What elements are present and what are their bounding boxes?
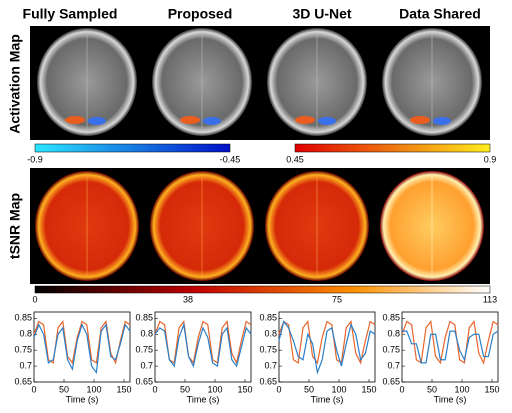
y-tick-label: 0.75 — [14, 345, 32, 355]
row-label: Activation Map — [7, 34, 23, 134]
column-title: Proposed — [168, 6, 233, 22]
series-line — [278, 320, 376, 375]
y-tick-label: 0.7 — [387, 360, 400, 370]
x-tick-label: 100 — [331, 384, 346, 394]
colorbar-label: 0.45 — [286, 154, 304, 164]
y-tick-label: 0.65 — [135, 376, 153, 386]
colorbar-label: 113 — [483, 294, 497, 304]
y-tick-label: 0.8 — [264, 329, 277, 339]
activation — [203, 117, 221, 125]
y-tick-label: 0.65 — [382, 376, 400, 386]
colorbar — [34, 285, 491, 294]
x-axis-label: Time (s) — [434, 394, 467, 404]
y-tick-label: 0.65 — [259, 376, 277, 386]
x-tick-label: 150 — [237, 384, 252, 394]
y-tick-label: 0.85 — [14, 313, 32, 323]
colorbar — [294, 143, 491, 153]
activation — [433, 117, 451, 125]
colorbar-label: 38 — [183, 294, 193, 304]
y-tick-label: 0.75 — [382, 345, 400, 355]
y-tick-label: 0.65 — [14, 376, 32, 386]
column-title: Fully Sampled — [23, 6, 118, 22]
x-axis-label: Time (s) — [311, 394, 344, 404]
y-tick-label: 0.75 — [259, 345, 277, 355]
series-line — [278, 320, 376, 365]
x-tick-label: 50 — [304, 384, 314, 394]
x-tick-label: 0 — [276, 384, 281, 394]
x-axis-label: Time (s) — [66, 394, 99, 404]
x-tick-label: 50 — [59, 384, 69, 394]
colorbar-label: -0.9 — [27, 154, 43, 164]
activation — [410, 116, 430, 124]
column-title: 3D U-Net — [292, 6, 351, 22]
x-tick-label: 150 — [361, 384, 376, 394]
plot-area — [154, 311, 252, 383]
colorbar — [34, 143, 231, 153]
y-tick-label: 0.85 — [259, 313, 277, 323]
y-tick-label: 0.8 — [140, 329, 153, 339]
row-label: tSNR Map — [7, 193, 23, 259]
x-tick-label: 0 — [152, 384, 157, 394]
x-tick-label: 100 — [86, 384, 101, 394]
x-tick-label: 0 — [399, 384, 404, 394]
activation — [180, 116, 200, 124]
y-tick-label: 0.75 — [135, 345, 153, 355]
y-tick-label: 0.85 — [135, 313, 153, 323]
column-title: Data Shared — [399, 6, 481, 22]
x-tick-label: 150 — [484, 384, 499, 394]
y-tick-label: 0.8 — [19, 329, 32, 339]
x-tick-label: 150 — [116, 384, 131, 394]
x-tick-label: 0 — [31, 384, 36, 394]
x-tick-label: 100 — [207, 384, 222, 394]
colorbar-label: 75 — [332, 294, 342, 304]
series-line — [154, 320, 252, 365]
series-line — [402, 330, 499, 364]
x-tick-label: 100 — [454, 384, 469, 394]
series-line — [33, 323, 131, 375]
y-tick-label: 0.85 — [382, 313, 400, 323]
activation — [88, 117, 106, 125]
y-tick-label: 0.7 — [19, 360, 32, 370]
colorbar-labels: -0.9 -0.45 0.45 0.9 0 38 75 113 — [27, 154, 497, 304]
colorbar-label: 0.9 — [484, 154, 497, 164]
x-tick-label: 50 — [427, 384, 437, 394]
colorbar-label: -0.45 — [220, 154, 241, 164]
y-tick-label: 0.7 — [140, 360, 153, 370]
y-tick-label: 0.8 — [387, 329, 400, 339]
activation — [65, 116, 85, 124]
series-line — [33, 320, 131, 365]
series-line — [154, 322, 252, 368]
series-line — [401, 320, 499, 365]
colorbar-label: 0 — [32, 294, 37, 304]
brain-images — [35, 28, 484, 281]
activation — [318, 117, 336, 125]
x-axis-label: Time (s) — [187, 394, 220, 404]
y-tick-label: 0.7 — [264, 360, 277, 370]
x-tick-label: 50 — [180, 384, 190, 394]
activation — [295, 116, 315, 124]
